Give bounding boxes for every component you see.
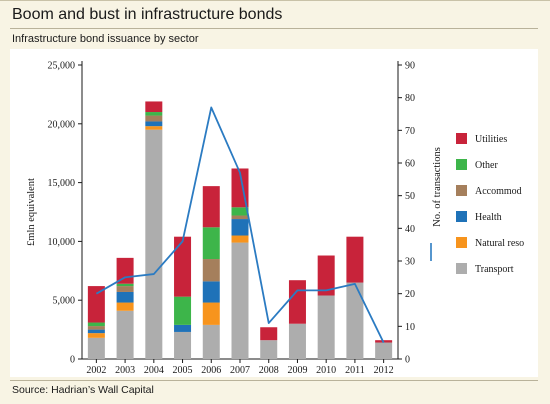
- legend-swatch-transport: [456, 263, 467, 274]
- bar-natural-resources-2002: [87, 333, 105, 338]
- bar-accommodation-2006: [202, 259, 220, 282]
- bar-transport-2002: [87, 337, 105, 359]
- y2-tick-label: 80: [405, 93, 415, 104]
- y-tick-label: 20,000: [48, 119, 76, 130]
- y2-tick-label: 70: [405, 126, 415, 137]
- bar-utilities-2002: [87, 286, 105, 323]
- chart-subtitle: Infrastructure bond issuance by sector: [12, 33, 199, 45]
- y2-tick-label: 90: [405, 61, 415, 72]
- legend-label-natural-resources: Natural reso: [475, 238, 524, 249]
- bar-other-2007: [231, 207, 249, 216]
- x-tick-label: 2004: [144, 365, 164, 376]
- x-tick-label: 2005: [173, 365, 193, 376]
- bar-natural-resources-2003: [116, 302, 134, 311]
- bar-transport-2011: [346, 282, 364, 359]
- legend-label-other: Other: [475, 160, 498, 171]
- legend-label-accommodation: Accommod: [475, 186, 522, 197]
- y-tick-label: 15,000: [48, 178, 76, 189]
- x-tick-label: 2006: [201, 365, 221, 376]
- legend-swatch-utilities: [456, 133, 467, 144]
- bar-transport-2003: [116, 310, 134, 359]
- bar-utilities-2011: [346, 236, 364, 283]
- bar-natural-resources-2006: [202, 302, 220, 325]
- x-tick-label: 2007: [230, 365, 250, 376]
- x-tick-label: 2012: [374, 365, 394, 376]
- bar-transport-2010: [317, 295, 335, 359]
- y-tick-label: 0: [70, 355, 75, 366]
- bar-accommodation-2003: [116, 286, 134, 292]
- y2-tick-label: 40: [405, 224, 415, 235]
- y2-tick-label: 50: [405, 191, 415, 202]
- y2-tick-label: 30: [405, 257, 415, 268]
- chart-title: Boom and bust in infrastructure bonds: [12, 6, 283, 23]
- source-note: Source: Hadrian’s Wall Capital: [12, 384, 154, 396]
- bar-transport-2009: [288, 323, 306, 359]
- legend-swatch-health: [456, 211, 467, 222]
- bar-health-2002: [87, 329, 105, 334]
- bar-health-2005: [174, 324, 192, 332]
- bar-accommodation-2004: [145, 115, 163, 122]
- plot-panel: 0 5,000 10,000 15,000 20,000 25,000 0 10 20 30 40 5…: [10, 49, 538, 377]
- bar-other-2002: [87, 322, 105, 327]
- bar-utilities-2006: [202, 186, 220, 228]
- bar-transport-2005: [174, 331, 192, 359]
- bar-utilities-2010: [317, 255, 335, 296]
- y2-axis-title: No. of transactions: [432, 147, 443, 227]
- bond-issuance-chart: 0 5,000 10,000 15,000 20,000 25,000 0 10 20 30 40 5…: [26, 61, 524, 377]
- legend-label-health: Health: [475, 212, 502, 223]
- x-tick-label: 2002: [86, 365, 106, 376]
- y2-tick-label: 0: [405, 355, 410, 366]
- bar-health-2004: [145, 121, 163, 127]
- y-tick-label: 25,000: [48, 61, 76, 72]
- bar-utilities-2008: [260, 327, 278, 341]
- bar-health-2007: [231, 219, 249, 236]
- y2-tick-label: 10: [405, 322, 415, 333]
- y2-tick-label: 60: [405, 159, 415, 170]
- bar-accommodation-2002: [87, 326, 105, 330]
- source-divider: [10, 380, 538, 381]
- legend-swatch-natural-resources: [456, 237, 467, 248]
- bar-transport-2004: [145, 129, 163, 359]
- bar-utilities-2004: [145, 101, 163, 113]
- bar-transport-2006: [202, 324, 220, 359]
- bar-accommodation-2007: [231, 215, 249, 220]
- y2-tick-label: 20: [405, 289, 415, 300]
- bar-other-2003: [116, 283, 134, 287]
- legend-label-utilities: Utilities: [475, 134, 507, 145]
- bar-natural-resources-2007: [231, 235, 249, 243]
- y-axis-title: £mln equivalent: [26, 178, 37, 246]
- bar-health-2003: [116, 291, 134, 303]
- x-tick-label: 2003: [115, 365, 135, 376]
- y-tick-label: 10,000: [48, 237, 76, 248]
- bar-transport-2008: [260, 340, 278, 359]
- legend-swatch-accommodation: [456, 185, 467, 196]
- bar-other-2005: [174, 296, 192, 325]
- bar-health-2006: [202, 281, 220, 303]
- x-tick-label: 2008: [259, 365, 279, 376]
- y-tick-label: 5,000: [53, 296, 76, 307]
- x-tick-label: 2010: [316, 365, 336, 376]
- x-tick-label: 2009: [287, 365, 307, 376]
- bar-natural-resources-2004: [145, 126, 163, 130]
- legend-label-transport: Transport: [475, 264, 514, 275]
- title-divider: [10, 28, 538, 29]
- legend-swatch-other: [456, 159, 467, 170]
- bar-transport-2012: [375, 342, 393, 359]
- bar-other-2004: [145, 112, 163, 116]
- bar-utilities-2005: [174, 236, 192, 297]
- bar-transport-2007: [231, 242, 249, 359]
- bar-utilities-2009: [288, 280, 306, 324]
- x-tick-label: 2011: [345, 365, 365, 376]
- bar-other-2006: [202, 227, 220, 260]
